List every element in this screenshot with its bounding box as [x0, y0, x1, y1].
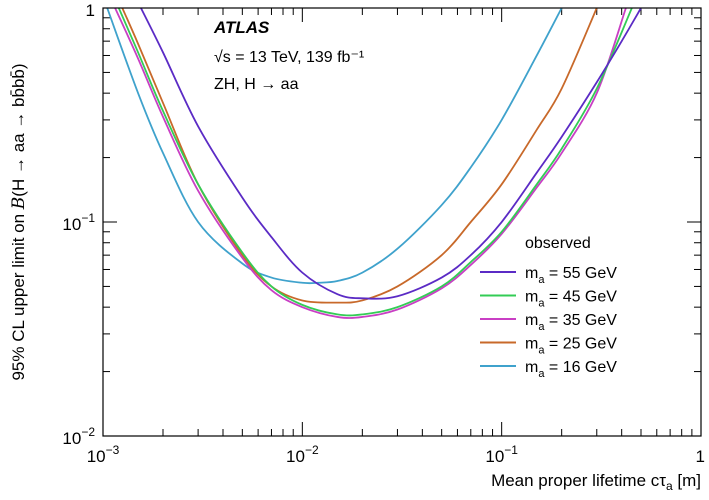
series-line-55-gev — [140, 8, 642, 300]
y-tick-label: 10−2 — [62, 425, 95, 448]
y-tick-label: 1 — [86, 1, 95, 20]
y-tick-label-exp: −1 — [81, 211, 95, 225]
legend-entry-sub: a — [538, 345, 545, 357]
series-line-45-gev — [117, 8, 633, 317]
legend-entry-symbol: m — [525, 289, 538, 306]
legend-entry-symbol: m — [525, 336, 538, 353]
legend-entry-sub: a — [538, 274, 545, 286]
x-tick-label-exp: −2 — [305, 443, 319, 457]
x-axis-title: Mean proper lifetime cτa [m] — [491, 471, 701, 493]
legend-entry-sub: a — [538, 368, 545, 380]
x-tick-label-exp: −1 — [504, 443, 518, 457]
legend-entry-sub: a — [538, 321, 545, 333]
plot-frame — [102, 7, 702, 437]
series-line-16-gev — [106, 8, 563, 285]
legend-entry-value: = 25 GeV — [544, 336, 617, 353]
axis-tick-labels: 10−3 10−2 10−1 110−210−11 — [62, 1, 705, 466]
y-tick-label-base: 10 — [62, 429, 81, 448]
x-tick-label-base: 10 — [485, 447, 504, 466]
series-line-35-gev — [114, 8, 627, 319]
y-axis-title-body: (H → aa → bb̄bb̄) — [9, 63, 28, 196]
y-axis-title: 95% CL upper limit on B(H → aa → bb̄bb̄) — [9, 63, 29, 380]
x-tick-label: 10−2 — [286, 443, 319, 466]
series-line-25-gev — [121, 8, 598, 304]
x-axis-title-unit: [m] — [673, 471, 701, 490]
y-tick-label-base: 1 — [86, 1, 95, 20]
y-axis-title-symbol: B — [9, 197, 29, 211]
legend-entry-value: = 45 GeV — [544, 289, 617, 306]
atlas-annotation: ATLAS √s = 13 TeV, 139 fb⁻¹ ZH, H → aa — [213, 18, 364, 93]
legend-entry: ma = 35 GeV — [525, 312, 617, 333]
axis-ticks — [102, 8, 701, 437]
process-label: ZH, H → aa — [214, 76, 299, 93]
y-axis-title-prefix: 95% CL upper limit on — [9, 209, 28, 380]
x-tick-label-base: 10 — [286, 447, 305, 466]
legend-entry-value: = 35 GeV — [544, 312, 617, 329]
energy-lumi-label: √s = 13 TeV, 139 fb⁻¹ — [214, 49, 364, 66]
legend-entry-symbol: m — [525, 265, 538, 282]
legend-entry-value: = 16 GeV — [544, 359, 617, 376]
x-tick-label-exp: −3 — [106, 443, 120, 457]
legend-entry-symbol: m — [525, 312, 538, 329]
legend-entry-symbol: m — [525, 359, 538, 376]
y-tick-label-exp: −2 — [81, 425, 95, 439]
legend-title: observed — [525, 235, 591, 252]
x-axis-title-sub: a — [666, 479, 673, 493]
x-tick-label-base: 10 — [87, 447, 106, 466]
legend-entry: ma = 45 GeV — [525, 289, 617, 310]
x-tick-label: 10−1 — [485, 443, 518, 466]
x-tick-label: 1 — [696, 447, 705, 466]
legend-entry: ma = 16 GeV — [525, 359, 617, 380]
y-tick-label-base: 10 — [62, 215, 81, 234]
legend-entry: ma = 55 GeV — [525, 265, 617, 286]
legend-entry: ma = 25 GeV — [525, 336, 617, 357]
legend-entry-sub: a — [538, 298, 545, 310]
x-tick-label-base: 1 — [696, 447, 705, 466]
series-curves — [106, 8, 642, 319]
x-tick-label: 10−3 — [87, 443, 120, 466]
x-axis-title-prefix: Mean proper lifetime cτ — [491, 471, 666, 490]
legend-entry-value: = 55 GeV — [544, 265, 617, 282]
y-tick-label: 10−1 — [62, 211, 95, 234]
atlas-label: ATLAS — [213, 18, 270, 37]
